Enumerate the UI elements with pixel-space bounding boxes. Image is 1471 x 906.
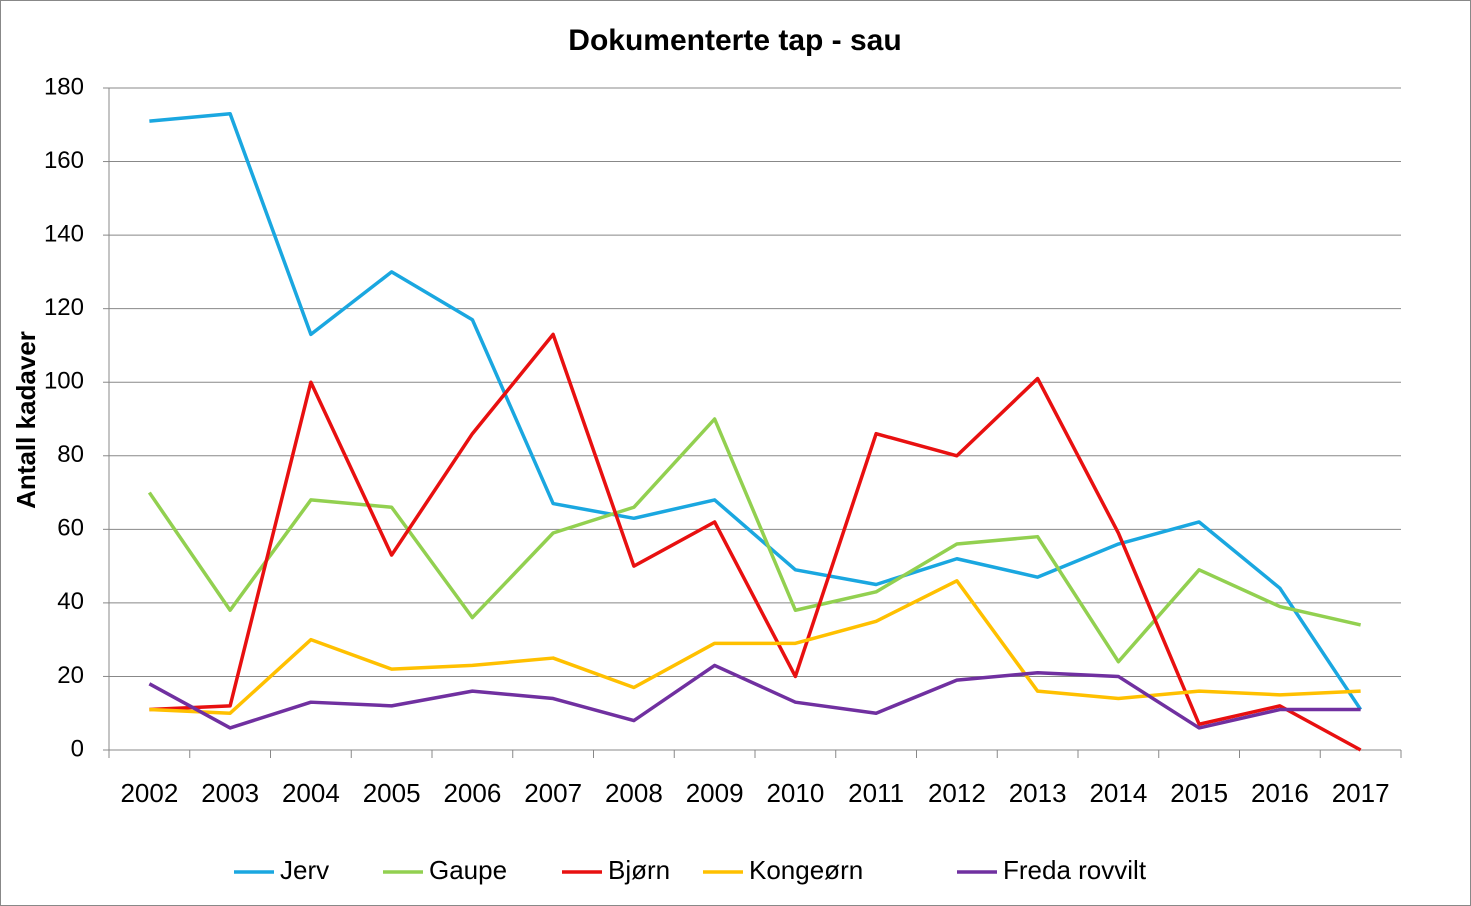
y-tick-label: 40 [57, 588, 84, 615]
legend-label: Freda rovvilt [1003, 855, 1147, 885]
x-tick-label: 2003 [201, 778, 259, 808]
x-tick-label: 2012 [928, 778, 986, 808]
x-tick-label: 2011 [848, 778, 904, 808]
x-tick-label: 2007 [524, 778, 582, 808]
x-tick-label: 2013 [1009, 778, 1067, 808]
y-tick-label: 20 [57, 662, 84, 689]
legend-label: Bjørn [608, 855, 670, 885]
chart-title: Dokumenterte tap - sau [568, 24, 901, 57]
series-line [149, 332, 1362, 752]
y-axis-label: Antall kadaver [11, 331, 41, 509]
x-tick-label: 2009 [686, 778, 744, 808]
y-tick-label: 60 [57, 515, 84, 542]
series-line [148, 663, 1361, 730]
y-tick-label: 0 [71, 735, 84, 762]
y-tick-label: 80 [57, 441, 84, 468]
x-tick-label: 2002 [120, 778, 178, 808]
series-line [147, 417, 1362, 664]
legend-label: Kongeørn [749, 855, 863, 885]
x-tick-label: 2005 [363, 778, 421, 808]
x-tick-label: 2017 [1332, 778, 1390, 808]
x-tick-label: 2014 [1089, 778, 1147, 808]
x-tick-label: 2010 [766, 778, 824, 808]
y-tick-label: 180 [44, 73, 84, 100]
y-tick-label: 120 [44, 294, 84, 321]
x-tick-label: 2008 [605, 778, 663, 808]
legend-label: Jerv [280, 855, 329, 885]
series-line [149, 579, 1361, 715]
y-tick-label: 100 [44, 368, 84, 395]
x-tick-label: 2004 [282, 778, 340, 808]
y-tick-label: 140 [44, 220, 84, 247]
series-line [149, 111, 1363, 711]
x-tick-label: 2006 [443, 778, 501, 808]
x-tick-label: 2016 [1251, 778, 1309, 808]
x-tick-label: 2015 [1170, 778, 1228, 808]
legend-label: Gaupe [429, 855, 507, 885]
y-tick-label: 160 [44, 147, 84, 174]
